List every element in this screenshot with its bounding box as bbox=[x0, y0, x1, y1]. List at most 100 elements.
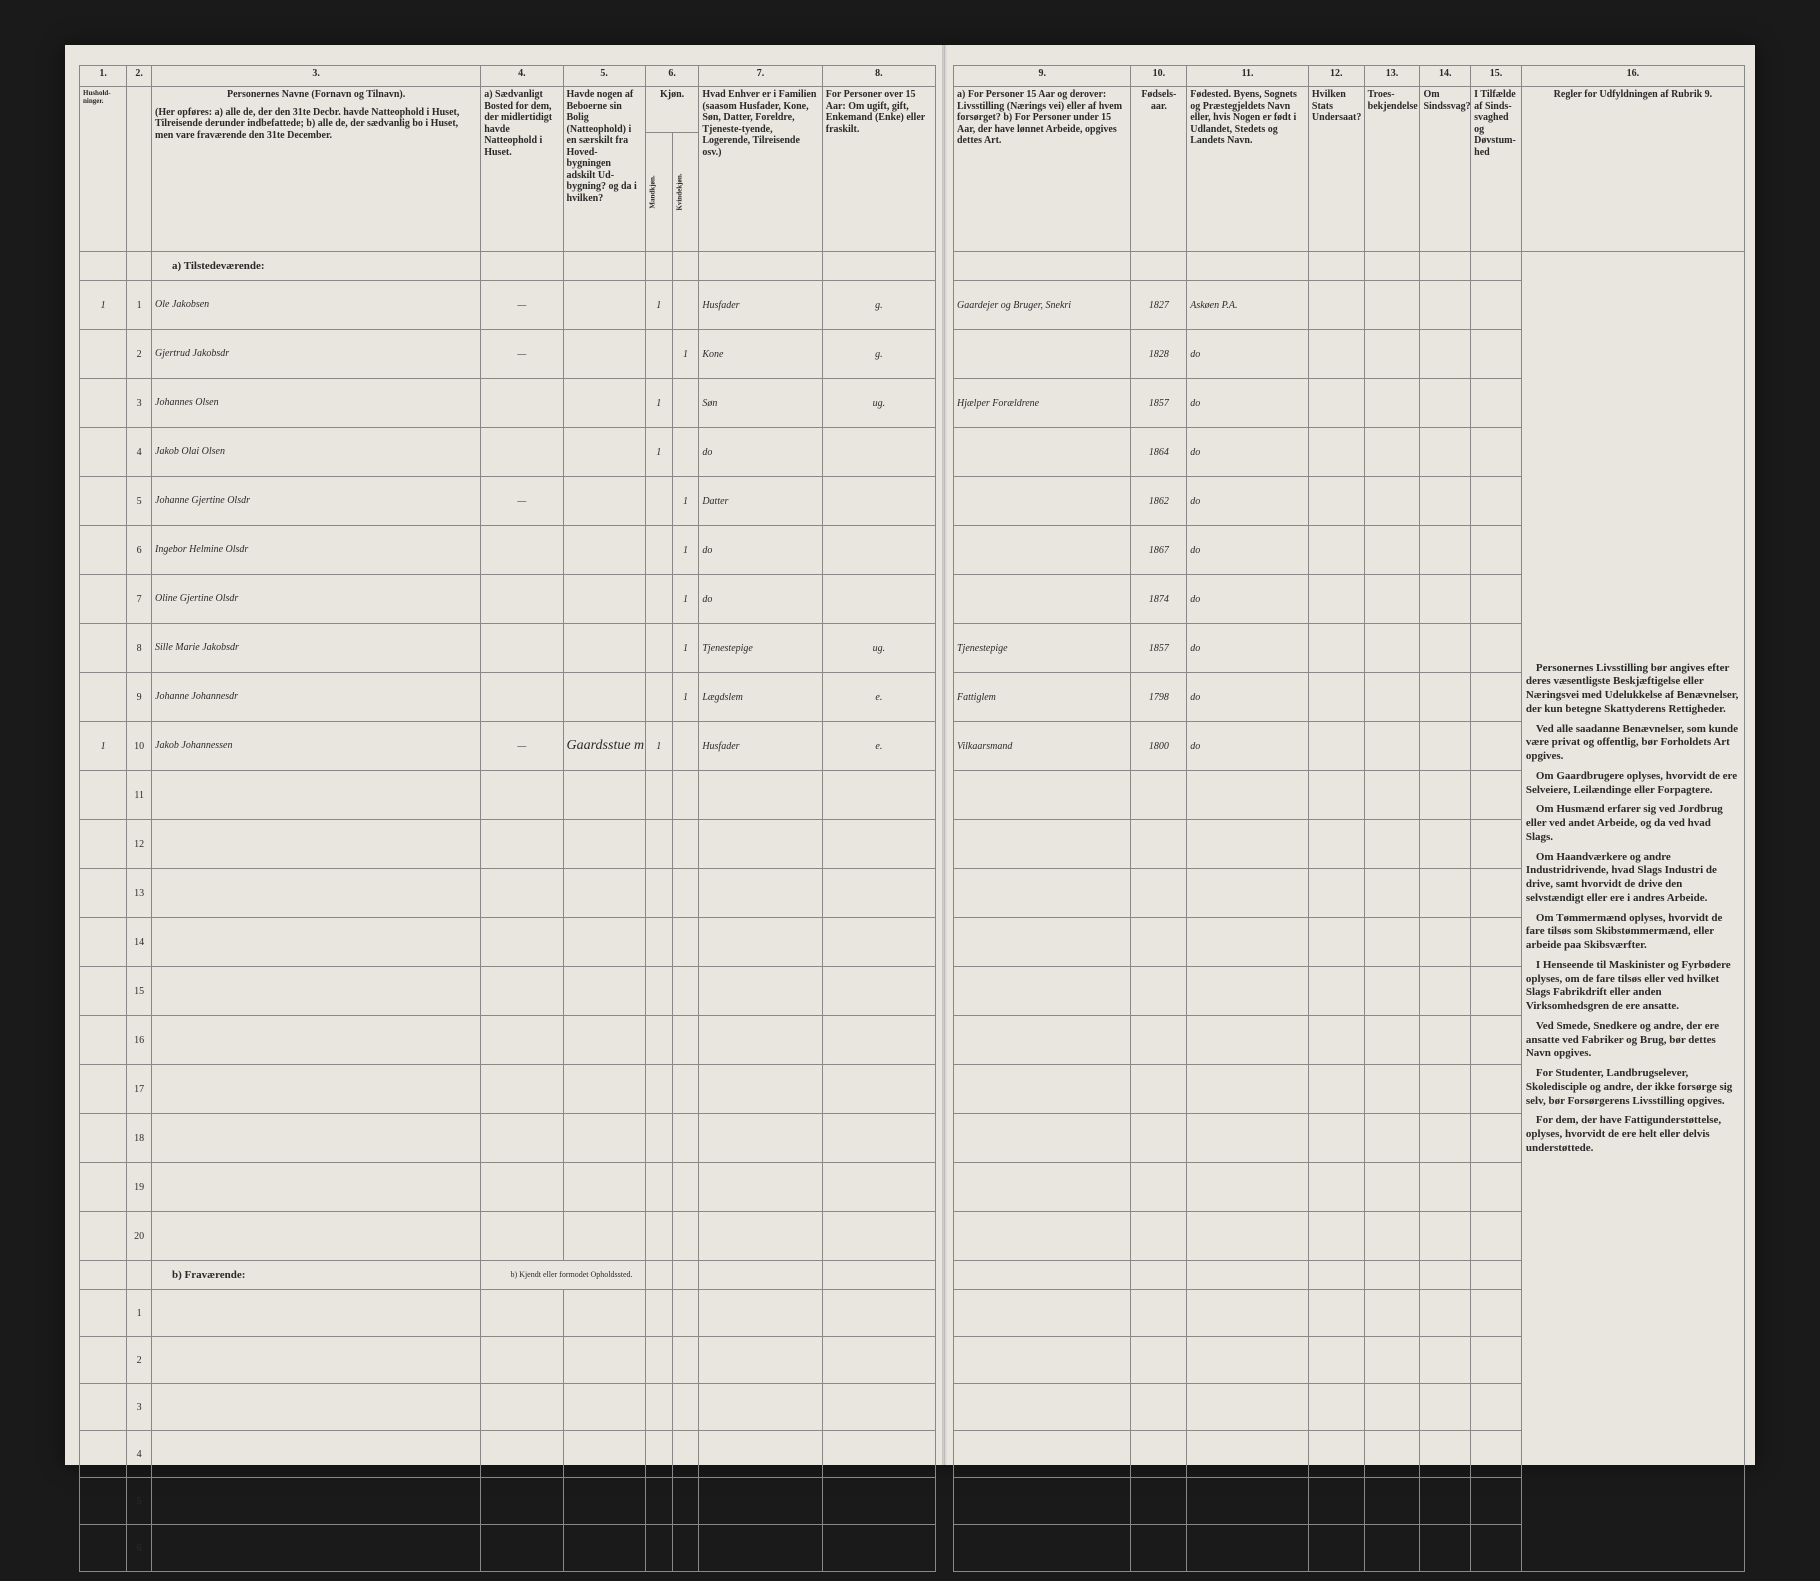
cell-c5 bbox=[563, 575, 645, 624]
cell-c13 bbox=[1364, 379, 1420, 428]
cell-c9 bbox=[954, 575, 1131, 624]
cell-c7: do bbox=[699, 526, 822, 575]
table-row-empty: 18 bbox=[80, 1114, 936, 1163]
cell-c4: — bbox=[481, 722, 563, 771]
header-15: I Tilfælde af Sinds-svaghed og Døvstum-h… bbox=[1471, 87, 1522, 252]
cell-c12 bbox=[1308, 281, 1364, 330]
cell-c9: Gaardejer og Bruger, Snekri bbox=[954, 281, 1131, 330]
cell-rownum: 9 bbox=[127, 673, 152, 722]
col-num-8: 8. bbox=[822, 66, 935, 87]
rules-p10: For dem, der have Fattigunderstøttelse, … bbox=[1526, 1114, 1740, 1155]
cell-c13 bbox=[1364, 575, 1420, 624]
cell-c13 bbox=[1364, 722, 1420, 771]
cell-c6b bbox=[672, 379, 699, 428]
table-row-empty: 12 bbox=[80, 820, 936, 869]
cell-c6b: 1 bbox=[672, 624, 699, 673]
cell-c8 bbox=[822, 428, 935, 477]
cell-rownum: 11 bbox=[127, 771, 152, 820]
cell-c6a: 1 bbox=[645, 281, 672, 330]
cell-c15 bbox=[1471, 477, 1522, 526]
cell-c15 bbox=[1471, 379, 1522, 428]
cell-c7: Lægdslem bbox=[699, 673, 822, 722]
cell-c4 bbox=[481, 428, 563, 477]
header-3: Personernes Navne (Fornavn og Tilnavn). … bbox=[152, 87, 481, 252]
cell-c11: do bbox=[1187, 722, 1309, 771]
cell-c13 bbox=[1364, 673, 1420, 722]
paper-spread: 1. 2. 3. 4. 5. 6. 7. 8. Hushold-ninger. … bbox=[65, 45, 1755, 1465]
cell-c9 bbox=[954, 330, 1131, 379]
cell-c8: g. bbox=[822, 281, 935, 330]
cell-c15 bbox=[1471, 673, 1522, 722]
cell-household bbox=[80, 428, 127, 477]
col-num-9: 9. bbox=[954, 66, 1131, 87]
cell-c9 bbox=[954, 477, 1131, 526]
cell-c5: Gaardsstue m bbox=[563, 722, 645, 771]
rules-p1: Personernes Livsstilling bør angives eft… bbox=[1526, 662, 1740, 717]
right-ledger-table: 9. 10. 11. 12. 13. 14. 15. 16. a) For Pe… bbox=[953, 65, 1745, 1572]
table-row-empty: 11 bbox=[80, 771, 936, 820]
table-row-empty: 16 bbox=[80, 1016, 936, 1065]
rules-p4: Om Husmænd erfarer sig ved Jordbrug elle… bbox=[1526, 803, 1740, 844]
rules-p2: Ved alle saadanne Benævnelser, som kunde… bbox=[1526, 723, 1740, 764]
left-page: 1. 2. 3. 4. 5. 6. 7. 8. Hushold-ninger. … bbox=[65, 45, 945, 1465]
cell-c14 bbox=[1420, 428, 1471, 477]
cell-c7: Kone bbox=[699, 330, 822, 379]
cell-rownum: 5 bbox=[127, 1478, 152, 1525]
cell-c9: Hjælper Forældrene bbox=[954, 379, 1131, 428]
cell-c11: do bbox=[1187, 379, 1309, 428]
cell-c6b: 1 bbox=[672, 330, 699, 379]
left-tbody: a) Tilstedeværende: 11Ole Jakobsen—1Husf… bbox=[80, 252, 936, 1572]
table-row-empty: 15 bbox=[80, 967, 936, 1016]
table-row: 7Oline Gjertine Olsdr1do bbox=[80, 575, 936, 624]
section-b-col4: b) Kjendt eller formodet Opholdssted. bbox=[481, 1261, 646, 1290]
cell-c13 bbox=[1364, 330, 1420, 379]
cell-household bbox=[80, 624, 127, 673]
cell-c7: Datter bbox=[699, 477, 822, 526]
cell-name: Jakob Olai Olsen bbox=[152, 428, 481, 477]
cell-c9: Vilkaarsmand bbox=[954, 722, 1131, 771]
table-row-empty: 2 bbox=[80, 1337, 936, 1384]
cell-c12 bbox=[1308, 624, 1364, 673]
cell-c6b bbox=[672, 428, 699, 477]
cell-rownum: 17 bbox=[127, 1065, 152, 1114]
cell-c8: e. bbox=[822, 722, 935, 771]
cell-c9 bbox=[954, 428, 1131, 477]
cell-c7: do bbox=[699, 575, 822, 624]
cell-c8: e. bbox=[822, 673, 935, 722]
cell-c5 bbox=[563, 379, 645, 428]
col-num-16: 16. bbox=[1521, 66, 1744, 87]
cell-c11: Askøen P.A. bbox=[1187, 281, 1309, 330]
cell-c6b bbox=[672, 281, 699, 330]
cell-c4 bbox=[481, 673, 563, 722]
cell-rownum: 10 bbox=[127, 722, 152, 771]
cell-rownum: 13 bbox=[127, 869, 152, 918]
cell-c7: Husfader bbox=[699, 722, 822, 771]
header-1: Hushold-ninger. bbox=[80, 87, 127, 252]
cell-c8: g. bbox=[822, 330, 935, 379]
page-wrapper: 1. 2. 3. 4. 5. 6. 7. 8. Hushold-ninger. … bbox=[0, 0, 1820, 1581]
col-num-1: 1. bbox=[80, 66, 127, 87]
cell-c11: do bbox=[1187, 330, 1309, 379]
cell-c12 bbox=[1308, 575, 1364, 624]
col-num-4: 4. bbox=[481, 66, 563, 87]
cell-rownum: 18 bbox=[127, 1114, 152, 1163]
cell-c11: do bbox=[1187, 575, 1309, 624]
cell-c7: do bbox=[699, 428, 822, 477]
cell-c5 bbox=[563, 477, 645, 526]
table-row: 6Ingebor Helmine Olsdr1do bbox=[80, 526, 936, 575]
cell-c10: 1827 bbox=[1131, 281, 1187, 330]
cell-c6b: 1 bbox=[672, 575, 699, 624]
cell-c7: Søn bbox=[699, 379, 822, 428]
cell-c4 bbox=[481, 379, 563, 428]
cell-household bbox=[80, 330, 127, 379]
right-tbody: Personernes Livsstilling bør angives eft… bbox=[954, 252, 1745, 1572]
header-16: Regler for Udfyldningen af Rubrik 9. bbox=[1521, 87, 1744, 252]
cell-c15 bbox=[1471, 428, 1522, 477]
col-num-15: 15. bbox=[1471, 66, 1522, 87]
cell-c10: 1867 bbox=[1131, 526, 1187, 575]
cell-c13 bbox=[1364, 281, 1420, 330]
cell-c12 bbox=[1308, 477, 1364, 526]
header-12: Hvilken Stats Undersaat? bbox=[1308, 87, 1364, 252]
header-13: Troes-bekjendelse bbox=[1364, 87, 1420, 252]
rules-column: Personernes Livsstilling bør angives eft… bbox=[1521, 252, 1744, 1572]
